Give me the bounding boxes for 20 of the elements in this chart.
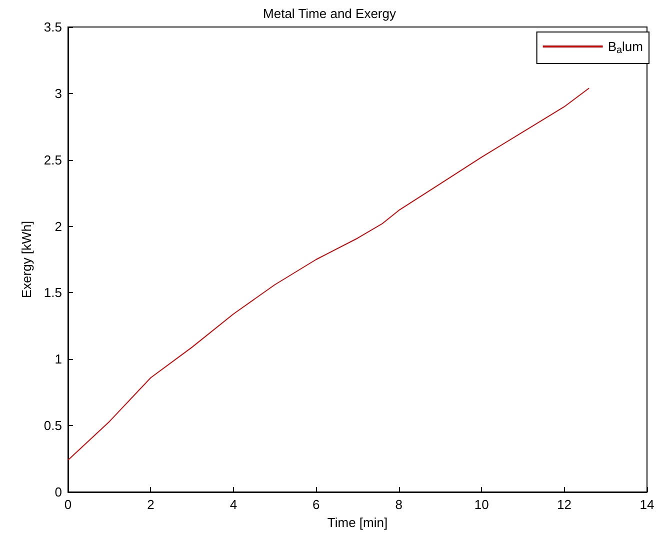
chart-title: Metal Time and Exergy <box>263 6 396 21</box>
x-tick-label: 8 <box>395 497 402 512</box>
x-tick-label: 10 <box>474 497 489 512</box>
y-tick-label: 2 <box>54 218 62 234</box>
y-axis-title: Exergy [kWh] <box>19 220 34 298</box>
x-tick-label: 14 <box>640 497 654 512</box>
x-tick-label: 6 <box>312 497 320 512</box>
x-tick-label: 2 <box>147 497 154 512</box>
x-tick-label: 12 <box>557 497 572 512</box>
y-tick-label: 1.5 <box>44 285 62 300</box>
y-tick-label: 0 <box>54 484 62 500</box>
line-series <box>68 88 590 461</box>
y-tick-label: 1 <box>54 352 62 367</box>
x-tick-label: 0 <box>64 497 72 512</box>
x-tick-label: 4 <box>230 497 238 512</box>
y-tick-label: 3.5 <box>44 20 62 34</box>
y-tick-label: 3 <box>54 86 62 101</box>
x-axis-title: Time [min] <box>327 514 388 530</box>
y-tick-label: 2.5 <box>44 152 62 168</box>
y-tick-label: 0.5 <box>44 418 62 434</box>
